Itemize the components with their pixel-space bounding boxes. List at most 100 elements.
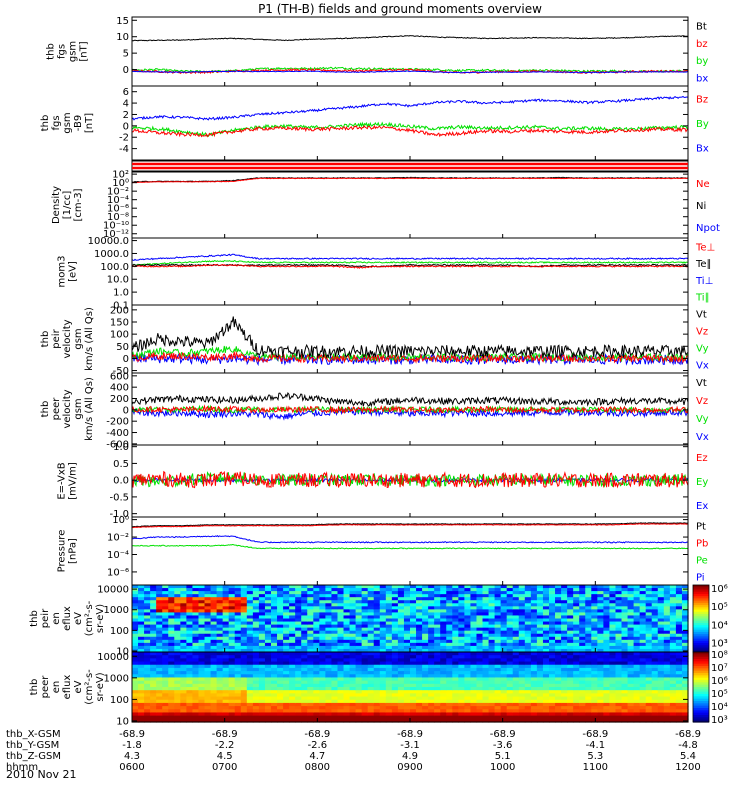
spectrogram-cell bbox=[162, 671, 169, 675]
colorbar-step bbox=[693, 652, 709, 655]
spectrogram-cell bbox=[452, 639, 459, 644]
y-label-line: thb bbox=[29, 679, 40, 696]
spectrogram-cell bbox=[518, 615, 526, 620]
spectrogram-cell bbox=[506, 693, 514, 698]
spectrogram-cell bbox=[464, 609, 472, 614]
spectrogram-cell bbox=[651, 680, 659, 685]
spectrogram-cell bbox=[482, 618, 490, 623]
spectrogram-cell bbox=[301, 615, 308, 620]
spectrogram-cell bbox=[397, 671, 405, 675]
spectrogram-cell bbox=[337, 639, 345, 644]
spectrogram-cell bbox=[174, 639, 181, 644]
spectrogram-cell bbox=[355, 630, 363, 635]
spectrogram-cell bbox=[488, 624, 496, 629]
panel-frame bbox=[131, 516, 689, 586]
spectrogram-cell bbox=[337, 633, 345, 638]
spectrogram-cell bbox=[561, 615, 568, 620]
spectrogram-cell bbox=[500, 597, 508, 601]
spectrogram-cell bbox=[361, 624, 369, 629]
spectrogram-cell bbox=[204, 677, 212, 682]
spectrogram-cell bbox=[283, 636, 290, 641]
spectrogram-cell bbox=[675, 636, 683, 641]
spectrogram-cell bbox=[434, 636, 441, 641]
spectrogram-cell bbox=[494, 699, 502, 704]
spectrogram-cell bbox=[210, 652, 218, 656]
spectrogram-cell bbox=[373, 630, 381, 635]
spectrogram-cell bbox=[349, 693, 357, 698]
spectrogram-cell bbox=[633, 615, 641, 620]
spectrogram-cell bbox=[530, 609, 538, 614]
spectrogram-cell bbox=[591, 696, 598, 701]
spectrogram-cell bbox=[216, 687, 224, 691]
spectrogram-cell bbox=[361, 609, 369, 614]
spectrogram-cell bbox=[603, 648, 611, 653]
spectrogram-cell bbox=[277, 687, 284, 691]
spectrogram-cell bbox=[446, 674, 453, 679]
spectrogram-cell bbox=[446, 712, 453, 717]
x-row-value: -68.9 bbox=[490, 729, 516, 740]
spectrogram-cell bbox=[591, 609, 598, 614]
spectrogram-cell bbox=[482, 671, 490, 675]
spectrogram-cell bbox=[524, 677, 532, 682]
spectrogram-cell bbox=[482, 594, 490, 598]
spectrogram-cell bbox=[204, 612, 212, 617]
spectrogram-cell bbox=[367, 648, 375, 653]
spectrogram-cell bbox=[355, 690, 363, 694]
spectrogram-cell bbox=[464, 699, 472, 704]
spectrogram-cell bbox=[555, 674, 562, 679]
spectrogram-cell bbox=[331, 674, 339, 679]
spectrogram-cell bbox=[440, 680, 447, 685]
spectrogram-cell bbox=[361, 680, 369, 685]
y-label-line: -B9 bbox=[73, 115, 84, 131]
spectrogram-cell bbox=[524, 624, 532, 629]
spectrogram-cell bbox=[434, 621, 441, 626]
spectrogram-cell bbox=[536, 658, 544, 663]
spectrogram-cell bbox=[277, 680, 284, 685]
spectrogram-cell bbox=[216, 652, 224, 656]
spectrogram-cell bbox=[331, 677, 339, 682]
spectrogram-cell bbox=[615, 618, 623, 623]
spectrogram-cell bbox=[319, 633, 326, 638]
spectrogram-cell bbox=[573, 630, 580, 635]
spectrogram-cell bbox=[397, 677, 405, 682]
spectrogram-cell bbox=[506, 715, 514, 720]
spectrogram-cell bbox=[313, 609, 320, 614]
spectrogram-cell bbox=[373, 690, 381, 694]
spectrogram-cell bbox=[591, 648, 598, 653]
spectrogram-cell bbox=[663, 648, 671, 653]
spectrogram-cell bbox=[138, 677, 145, 682]
spectrogram-cell bbox=[132, 661, 139, 666]
spectrogram-cell bbox=[355, 661, 363, 666]
spectrogram-cell bbox=[627, 639, 635, 644]
spectrogram-cell bbox=[530, 671, 538, 675]
spectrogram-cell bbox=[651, 645, 659, 650]
spectrogram-cell bbox=[258, 609, 266, 614]
spectrogram-cell bbox=[385, 712, 393, 717]
spectrogram-cell bbox=[488, 648, 496, 653]
spectrogram-cell bbox=[669, 696, 677, 701]
spectrogram-cell bbox=[573, 664, 580, 669]
spectrogram-cell bbox=[174, 615, 181, 620]
spectrogram-cell bbox=[355, 693, 363, 698]
spectrogram-cell bbox=[512, 677, 520, 682]
spectrogram-cell bbox=[349, 594, 357, 598]
spectrogram-cell bbox=[331, 680, 339, 685]
spectrogram-cell bbox=[216, 696, 224, 701]
legend-entry: Ex bbox=[696, 501, 708, 512]
spectrogram-cell bbox=[144, 674, 151, 679]
spectrogram-cell bbox=[355, 633, 363, 638]
spectrogram-cell bbox=[458, 594, 465, 598]
spectrogram-cell bbox=[669, 674, 677, 679]
spectrogram-cell bbox=[651, 630, 659, 635]
spectrogram-cell bbox=[536, 667, 544, 672]
spectrogram-cell bbox=[258, 612, 266, 617]
spectrogram-cell bbox=[458, 699, 465, 704]
spectrogram-cell bbox=[597, 658, 604, 663]
spectrogram-cell bbox=[542, 693, 550, 698]
spectrogram-cell bbox=[156, 661, 163, 666]
spectrogram-cell bbox=[373, 603, 381, 607]
spectrogram-cell bbox=[252, 615, 260, 620]
spectrogram-cell bbox=[343, 671, 351, 675]
spectrogram-cell bbox=[567, 633, 574, 638]
spectrogram-cell bbox=[651, 612, 659, 617]
